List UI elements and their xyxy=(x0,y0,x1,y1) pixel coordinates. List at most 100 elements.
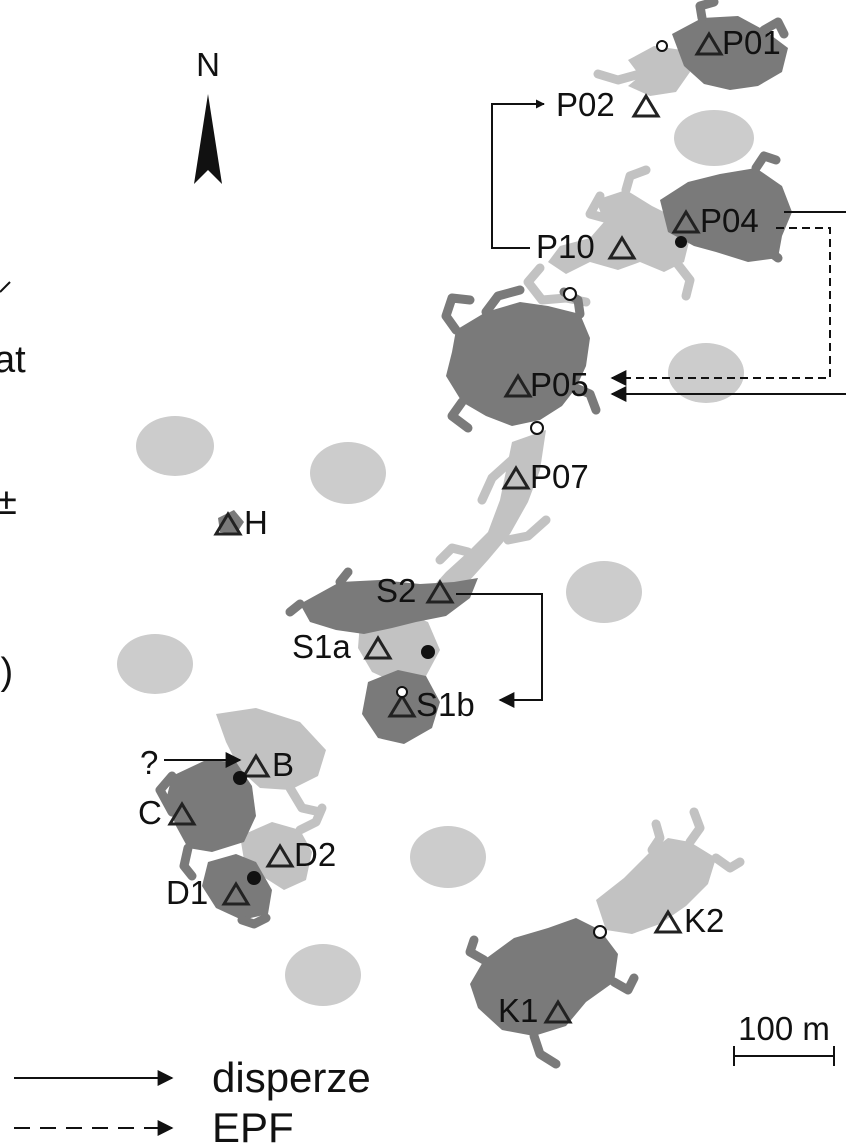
site-triangle-p02 xyxy=(631,93,661,118)
branch xyxy=(529,1031,561,1069)
scale-bar-line xyxy=(733,1046,835,1066)
branch xyxy=(435,543,473,565)
branch xyxy=(335,567,353,587)
cropped-text-at: at xyxy=(0,339,26,381)
branch xyxy=(585,191,617,225)
site-labels: P01 P02 P04 P10 P05 P07 H S2 S1a S1b ? B… xyxy=(138,24,781,1029)
cropped-edge-stroke xyxy=(0,281,11,293)
branch xyxy=(503,515,551,545)
pond xyxy=(117,634,193,694)
site-triangle-d1 xyxy=(221,881,251,906)
branch xyxy=(621,165,651,195)
habitat-patch-light-p10 xyxy=(548,190,690,274)
site-label-c: C xyxy=(138,794,162,831)
open-circle-p07 xyxy=(530,421,544,435)
branch xyxy=(609,973,639,995)
site-label-k2: K2 xyxy=(684,902,724,939)
unknown-source-label: ? xyxy=(140,744,158,781)
habitat-branches-light xyxy=(285,69,745,873)
site-triangle-s1a xyxy=(363,635,393,660)
branch xyxy=(671,257,695,301)
habitat-patch-dark-p01 xyxy=(672,16,788,90)
legend-dispersal-label: disperze xyxy=(212,1054,371,1101)
branch xyxy=(593,69,645,85)
pond xyxy=(668,343,744,403)
pond xyxy=(310,442,386,504)
branch xyxy=(571,383,601,415)
site-triangle-p04 xyxy=(671,209,701,234)
habitat-patch-light-d2 xyxy=(240,822,312,890)
branch xyxy=(465,935,489,965)
site-label-d1: D1 xyxy=(166,874,208,911)
habitat-patch-dark-p05 xyxy=(446,302,590,426)
branch xyxy=(751,151,781,173)
site-label-p04: P04 xyxy=(700,202,759,239)
site-label-p07: P07 xyxy=(530,458,589,495)
site-triangle-s2 xyxy=(425,579,455,604)
site-label-h: H xyxy=(244,504,268,541)
site-label-s1a: S1a xyxy=(292,628,351,665)
pond-layer xyxy=(117,110,754,1006)
pond xyxy=(136,416,214,476)
north-arrow: N xyxy=(194,46,222,184)
dispersal-arrow-p10-to-p02 xyxy=(491,99,545,249)
habitat-patch-dark-k1 xyxy=(470,918,618,1036)
north-label: N xyxy=(196,46,220,83)
site-label-p05: P05 xyxy=(530,366,589,403)
filled-dot-s1a xyxy=(421,645,435,659)
branch xyxy=(155,771,177,817)
branch xyxy=(295,803,327,835)
open-circle-k2 xyxy=(593,925,607,939)
pond xyxy=(285,944,361,1006)
dark-habitat-layer xyxy=(166,16,792,1036)
site-triangle-p05 xyxy=(503,373,533,398)
pond xyxy=(410,826,486,888)
site-markers xyxy=(167,31,724,1024)
habitat-patch-dark-s1b xyxy=(362,670,440,744)
habitat-branches-dark xyxy=(155,0,789,1069)
site-triangle-p01 xyxy=(694,31,724,56)
site-triangle-s1b xyxy=(387,693,417,718)
scale-bar-label: 100 m xyxy=(738,1010,830,1047)
legend: disperze EPF xyxy=(14,1054,371,1144)
branch xyxy=(285,783,325,817)
cropped-text-i: i) xyxy=(0,651,13,693)
branch xyxy=(477,455,517,505)
branch xyxy=(765,247,783,263)
branch xyxy=(759,17,789,39)
branch xyxy=(285,599,305,617)
site-triangle-k1 xyxy=(543,999,573,1024)
habitat-patch-light-b xyxy=(216,708,326,790)
habitat-patch-dark-c xyxy=(166,760,256,852)
branch xyxy=(447,397,473,433)
site-triangle-h xyxy=(213,511,243,536)
site-label-p01: P01 xyxy=(722,24,781,61)
legend-epf-label: EPF xyxy=(212,1104,294,1144)
cropped-text-plusminus: ± xyxy=(0,481,17,523)
site-label-b: B xyxy=(272,746,294,783)
habitat-patch-dark-p04 xyxy=(660,168,792,262)
branch xyxy=(647,819,665,855)
site-label-p02: P02 xyxy=(556,86,615,123)
point-markers xyxy=(233,40,687,939)
open-circle-p10 xyxy=(563,287,577,301)
branch xyxy=(481,285,525,317)
habitat-patch-light-k2 xyxy=(596,838,716,934)
epf-arrow-p04-to-p05 xyxy=(610,227,831,386)
site-label-d2: D2 xyxy=(294,836,336,873)
branch xyxy=(179,843,197,881)
site-triangle-d2 xyxy=(265,843,295,868)
branch xyxy=(237,913,271,929)
filled-dot-p04 xyxy=(675,236,687,248)
branch xyxy=(441,293,475,335)
habitat-patch-light-corridor xyxy=(428,430,546,598)
pond xyxy=(674,110,754,166)
site-triangle-p07 xyxy=(501,465,531,490)
site-triangle-c xyxy=(167,801,197,826)
site-triangle-k2 xyxy=(653,909,683,934)
branch xyxy=(695,0,719,23)
site-label-p10: P10 xyxy=(536,228,595,265)
open-circle-s1b xyxy=(396,686,408,698)
pond xyxy=(566,561,642,623)
branch xyxy=(685,807,705,847)
